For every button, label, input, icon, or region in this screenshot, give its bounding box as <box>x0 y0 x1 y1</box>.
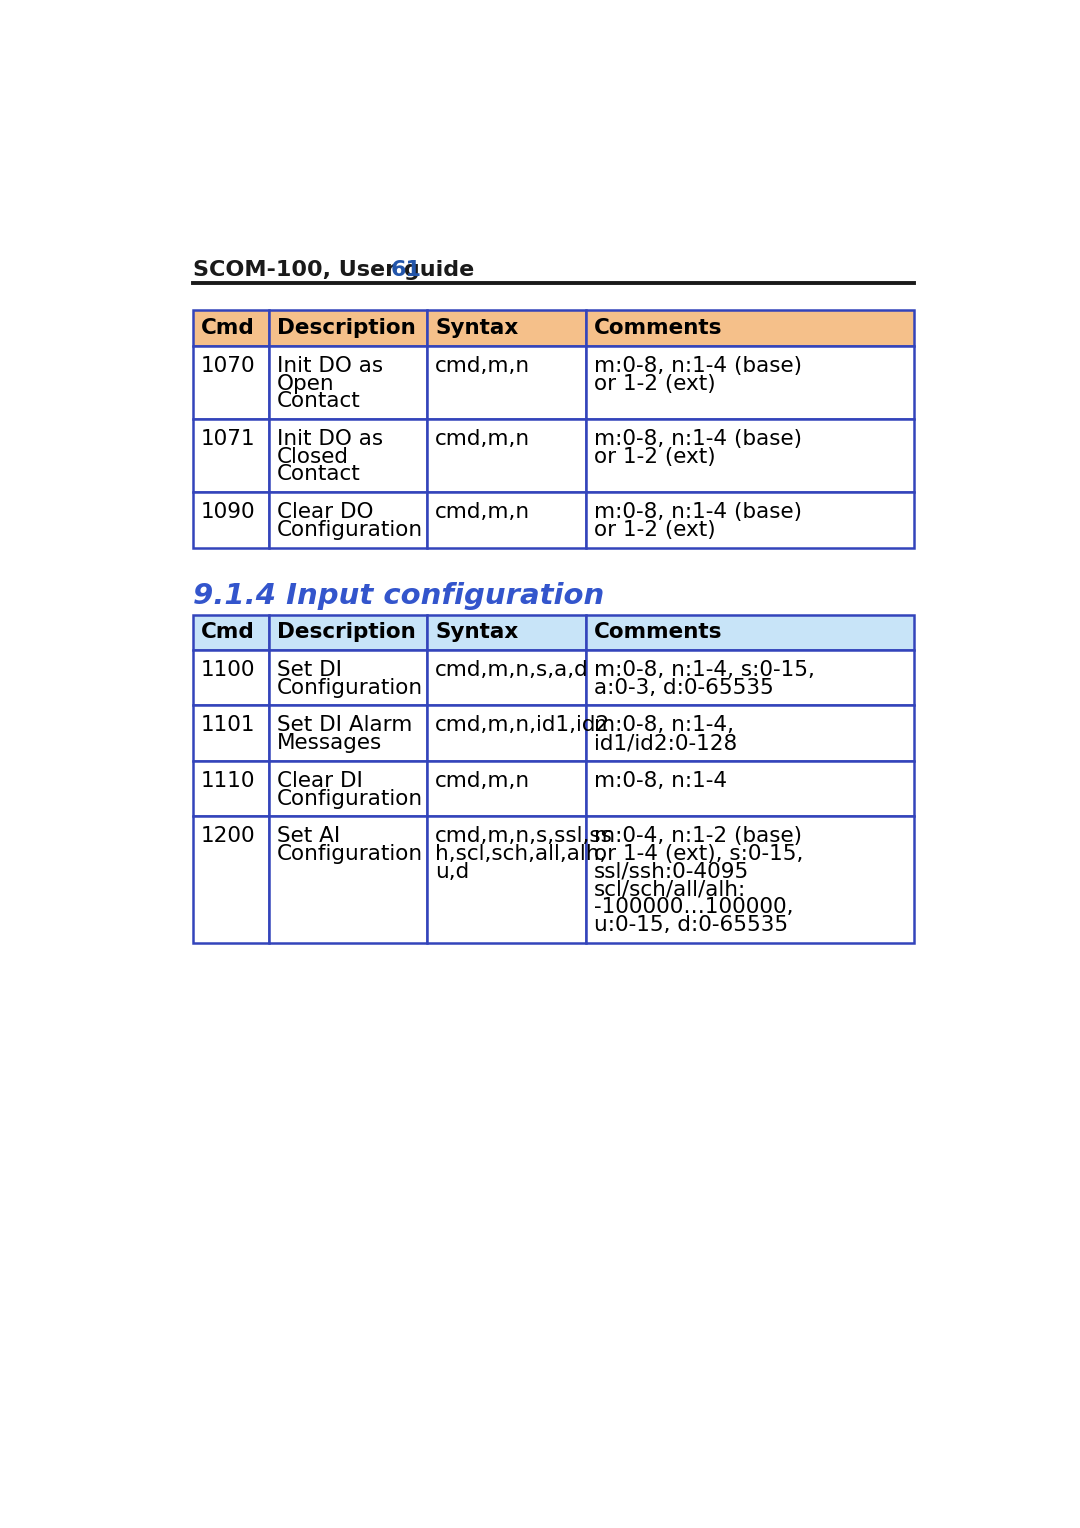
Text: m:0-8, n:1-4 (base): m:0-8, n:1-4 (base) <box>594 429 801 449</box>
Text: m:0-8, n:1-4: m:0-8, n:1-4 <box>594 770 727 792</box>
Bar <box>193 761 269 816</box>
Bar <box>193 492 269 547</box>
Text: Cmd: Cmd <box>201 318 255 338</box>
Bar <box>269 345 428 419</box>
Bar <box>269 761 428 816</box>
Bar <box>193 816 269 943</box>
Text: Configuration: Configuration <box>276 788 422 808</box>
Bar <box>269 816 428 943</box>
Text: 61: 61 <box>391 260 422 280</box>
Text: scl/sch/all/alh:: scl/sch/all/alh: <box>594 880 746 900</box>
Text: Cmd: Cmd <box>201 622 255 642</box>
Text: or 1-2 (ext): or 1-2 (ext) <box>594 446 715 466</box>
Text: m:0-8, n:1-4 (base): m:0-8, n:1-4 (base) <box>594 356 801 376</box>
Text: Syntax: Syntax <box>435 622 518 642</box>
Text: or 1-2 (ext): or 1-2 (ext) <box>594 373 715 394</box>
Text: u,d: u,d <box>435 862 470 882</box>
Bar <box>586 345 914 419</box>
Text: Contact: Contact <box>276 391 361 411</box>
Bar <box>269 614 428 649</box>
Bar <box>269 419 428 492</box>
Text: cmd,m,n,s,ssl,ss: cmd,m,n,s,ssl,ss <box>435 827 613 847</box>
Text: Set AI: Set AI <box>276 827 340 847</box>
Text: Messages: Messages <box>276 733 382 753</box>
Text: id1/id2:0-128: id1/id2:0-128 <box>594 733 737 753</box>
Bar <box>193 649 269 706</box>
Bar <box>193 706 269 761</box>
Text: h,scl,sch,all,alh,: h,scl,sch,all,alh, <box>435 843 607 863</box>
Text: m:0-4, n:1-2 (base): m:0-4, n:1-2 (base) <box>594 827 801 847</box>
Bar <box>428 706 586 761</box>
Bar <box>428 816 586 943</box>
Bar <box>269 649 428 706</box>
Text: SCOM-100, User guide: SCOM-100, User guide <box>193 260 474 280</box>
Text: 1100: 1100 <box>201 660 255 680</box>
Text: 1071: 1071 <box>201 429 256 449</box>
Text: or 1-2 (ext): or 1-2 (ext) <box>594 520 715 539</box>
Text: Set DI Alarm: Set DI Alarm <box>276 715 411 735</box>
Text: cmd,m,n: cmd,m,n <box>435 770 530 792</box>
Bar <box>428 345 586 419</box>
Text: Closed: Closed <box>276 446 349 466</box>
Text: or 1-4 (ext), s:0-15,: or 1-4 (ext), s:0-15, <box>594 843 804 863</box>
Text: 1090: 1090 <box>201 503 256 523</box>
Text: m:0-8, n:1-4,: m:0-8, n:1-4, <box>594 715 733 735</box>
Text: Configuration: Configuration <box>276 678 422 698</box>
Text: Syntax: Syntax <box>435 318 518 338</box>
Bar <box>586 761 914 816</box>
Text: u:0-15, d:0-65535: u:0-15, d:0-65535 <box>594 915 787 935</box>
Text: Comments: Comments <box>594 318 723 338</box>
Bar <box>586 492 914 547</box>
Bar <box>586 419 914 492</box>
Bar <box>428 492 586 547</box>
Text: -100000…100000,: -100000…100000, <box>594 897 793 917</box>
Bar <box>586 649 914 706</box>
Text: a:0-3, d:0-65535: a:0-3, d:0-65535 <box>594 678 773 698</box>
Text: Description: Description <box>276 318 416 338</box>
Bar <box>193 345 269 419</box>
Text: 1070: 1070 <box>201 356 256 376</box>
Text: Contact: Contact <box>276 465 361 484</box>
Text: Init DO as: Init DO as <box>276 429 382 449</box>
Text: Clear DO: Clear DO <box>276 503 373 523</box>
Text: m:0-8, n:1-4, s:0-15,: m:0-8, n:1-4, s:0-15, <box>594 660 814 680</box>
Bar <box>428 761 586 816</box>
Bar <box>428 310 586 345</box>
Bar <box>586 614 914 649</box>
Text: cmd,m,n,id1,id2: cmd,m,n,id1,id2 <box>435 715 610 735</box>
Text: m:0-8, n:1-4 (base): m:0-8, n:1-4 (base) <box>594 503 801 523</box>
Bar <box>586 310 914 345</box>
Bar <box>269 706 428 761</box>
Text: Configuration: Configuration <box>276 843 422 863</box>
Bar <box>269 492 428 547</box>
Bar <box>193 310 269 345</box>
Text: Clear DI: Clear DI <box>276 770 363 792</box>
Text: Configuration: Configuration <box>276 520 422 539</box>
Bar <box>586 816 914 943</box>
Text: ssl/ssh:0-4095: ssl/ssh:0-4095 <box>594 862 748 882</box>
Bar <box>193 419 269 492</box>
Text: 9.1.4 Input configuration: 9.1.4 Input configuration <box>193 582 605 610</box>
Text: Comments: Comments <box>594 622 723 642</box>
Text: 1200: 1200 <box>201 827 256 847</box>
Bar <box>193 614 269 649</box>
Text: cmd,m,n: cmd,m,n <box>435 503 530 523</box>
Bar <box>428 419 586 492</box>
Text: cmd,m,n: cmd,m,n <box>435 429 530 449</box>
Bar <box>428 649 586 706</box>
Text: Open: Open <box>276 373 334 394</box>
Bar <box>428 614 586 649</box>
Text: cmd,m,n,s,a,d: cmd,m,n,s,a,d <box>435 660 589 680</box>
Text: Set DI: Set DI <box>276 660 341 680</box>
Text: 1101: 1101 <box>201 715 255 735</box>
Bar <box>269 310 428 345</box>
Text: Description: Description <box>276 622 416 642</box>
Text: Init DO as: Init DO as <box>276 356 382 376</box>
Text: 1110: 1110 <box>201 770 255 792</box>
Text: cmd,m,n: cmd,m,n <box>435 356 530 376</box>
Bar <box>586 706 914 761</box>
